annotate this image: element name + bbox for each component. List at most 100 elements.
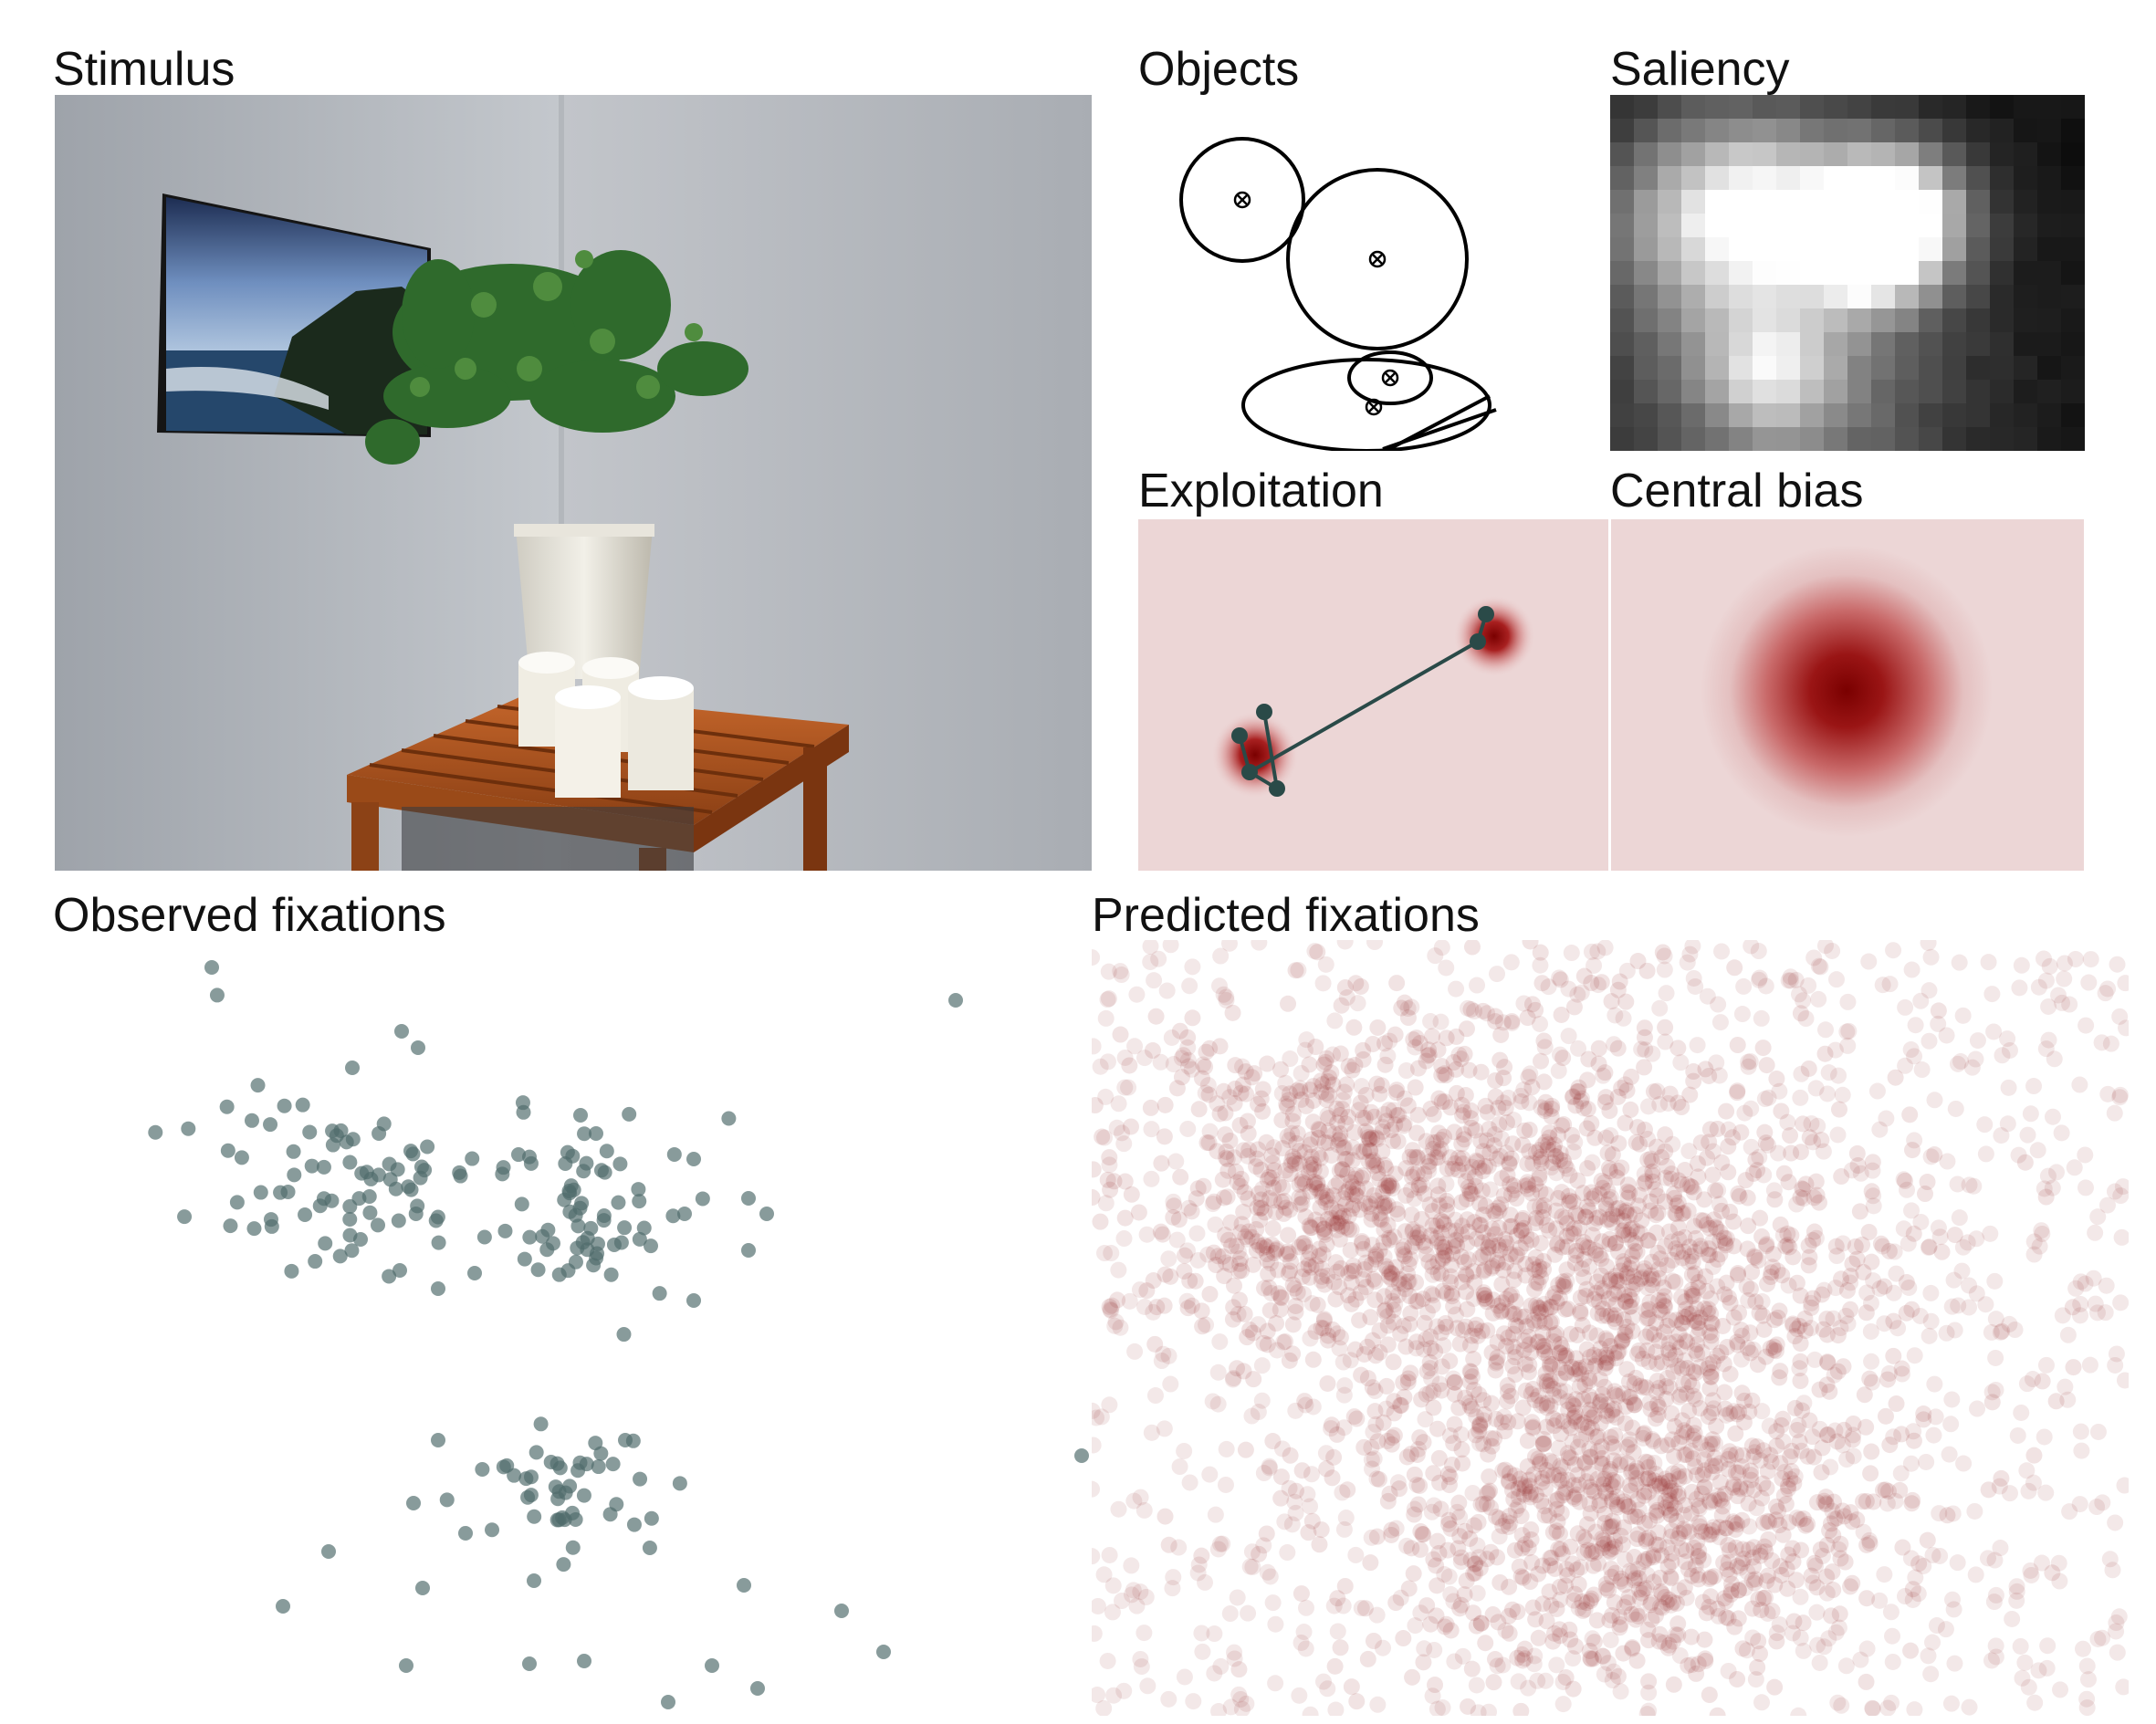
predicted-fixation-point	[1532, 1235, 1549, 1252]
predicted-fixation-point	[1927, 1408, 1944, 1426]
predicted-fixation-point	[1369, 1433, 1387, 1450]
predicted-fixation-point	[1329, 1214, 1346, 1231]
observed-fixation-point	[622, 1106, 637, 1122]
predicted-fixation-point	[1793, 1065, 1810, 1082]
predicted-fixation-point	[1340, 1181, 1357, 1198]
predicted-fixation-point	[1436, 1065, 1453, 1082]
predicted-fixation-point	[1771, 1082, 1788, 1100]
saliency-cell	[1634, 237, 1659, 262]
predicted-fixation-point	[1456, 1586, 1473, 1604]
predicted-fixation-point	[1181, 1474, 1198, 1491]
observed-fixation-point	[209, 987, 225, 1003]
saliency-cell	[1966, 356, 1991, 381]
observed-fixation-point	[518, 1471, 534, 1487]
predicted-fixation-point	[1868, 1082, 1886, 1100]
saliency-cell	[1966, 380, 1991, 404]
predicted-fixation-point	[1462, 1364, 1480, 1381]
predicted-fixation-point	[1589, 1304, 1607, 1322]
predicted-fixation-point	[1537, 1134, 1554, 1151]
predicted-fixation-point	[1620, 1388, 1638, 1405]
predicted-fixation-point	[1581, 1387, 1598, 1405]
predicted-fixation-point	[1678, 1424, 1695, 1441]
predicted-fixation-point	[1109, 1291, 1126, 1309]
predicted-fixation-point	[1745, 1447, 1763, 1465]
predicted-fixation-point	[1422, 1328, 1439, 1345]
saliency-cell	[1990, 403, 2015, 428]
predicted-fixation-point	[1597, 1089, 1615, 1106]
predicted-fixation-point	[1520, 1328, 1537, 1345]
predicted-fixation-point	[1366, 940, 1383, 951]
predicted-fixation-point	[1421, 1153, 1439, 1170]
predicted-fixation-point	[1659, 1539, 1676, 1556]
predicted-fixation-point	[1503, 1014, 1521, 1031]
predicted-fixation-point	[1374, 1639, 1391, 1656]
predicted-fixation-point	[1477, 1635, 1494, 1652]
predicted-fixation-point	[1376, 1156, 1393, 1174]
predicted-fixation-point	[1387, 1026, 1404, 1043]
observed-fixation-point	[276, 1599, 290, 1614]
predicted-fixation-point	[1387, 1520, 1405, 1537]
predicted-fixation-point	[1581, 1401, 1598, 1418]
predicted-fixation-point	[1554, 1339, 1571, 1356]
predicted-fixation-point	[1794, 1402, 1811, 1419]
predicted-fixation-point	[1560, 1417, 1577, 1435]
predicted-fixation-point	[1690, 1314, 1707, 1332]
predicted-fixation-point	[1328, 1216, 1345, 1233]
predicted-fixation-point	[1690, 1168, 1707, 1186]
predicted-fixation-point	[1797, 1175, 1815, 1193]
predicted-fixation-point	[1596, 1470, 1614, 1488]
predicted-fixation-point	[1439, 1160, 1456, 1177]
predicted-fixation-point	[1156, 1508, 1174, 1525]
predicted-fixation-point	[1496, 1231, 1513, 1249]
predicted-fixation-point	[1443, 1288, 1460, 1305]
predicted-fixation-point	[1922, 1284, 1940, 1301]
predicted-fixation-point	[1155, 1345, 1172, 1363]
predicted-fixation-point	[1574, 1090, 1591, 1107]
predicted-fixation-point	[1619, 1189, 1637, 1207]
predicted-fixation-point	[1523, 1414, 1541, 1431]
saliency-cell	[1824, 261, 1848, 286]
predicted-fixation-point	[1892, 1465, 1910, 1482]
predicted-fixation-point	[1229, 1174, 1246, 1191]
predicted-fixation-point	[1541, 1355, 1558, 1373]
predicted-fixation-point	[1640, 1684, 1658, 1701]
predicted-fixation-point	[1636, 1019, 1653, 1037]
saliency-cell	[1705, 261, 1730, 286]
predicted-fixation-point	[1160, 1250, 1177, 1268]
predicted-fixation-point	[1295, 1286, 1313, 1303]
predicted-fixation-point	[1268, 1242, 1285, 1259]
predicted-fixation-point	[1793, 1541, 1810, 1559]
predicted-fixation-point	[1698, 1216, 1715, 1233]
predicted-fixation-point	[1736, 1392, 1753, 1409]
predicted-fixation-point	[1767, 1343, 1784, 1360]
predicted-fixation-point	[1830, 1067, 1847, 1084]
predicted-fixation-point	[1471, 1249, 1489, 1267]
predicted-fixation-point	[2077, 1146, 2094, 1164]
predicted-fixation-point	[1602, 1631, 1619, 1648]
observed-fixation-point	[737, 1578, 751, 1593]
saliency-cell	[1610, 356, 1635, 381]
predicted-fixation-point	[1438, 1067, 1455, 1084]
predicted-fixation-point	[1319, 1680, 1336, 1698]
predicted-fixation-point	[1681, 1086, 1699, 1103]
predicted-fixation-point	[1648, 1138, 1666, 1155]
predicted-fixation-point	[2040, 1031, 2057, 1049]
observed-fixation-point	[573, 1108, 588, 1123]
predicted-fixation-point	[1562, 1225, 1579, 1242]
predicted-fixation-point	[1250, 1316, 1267, 1333]
saliency-cell	[1871, 427, 1896, 451]
observed-fixation-point	[181, 1121, 196, 1136]
predicted-fixation-point	[1931, 1547, 1949, 1564]
predicted-fixation-point	[1559, 1393, 1576, 1410]
predicted-fixation-point	[1961, 1698, 1978, 1716]
predicted-fixation-point	[1530, 1305, 1547, 1322]
predicted-fixation-point	[1694, 1466, 1711, 1483]
predicted-fixation-point	[1295, 1624, 1313, 1641]
predicted-fixation-point	[1201, 1123, 1219, 1140]
predicted-fixation-point	[1409, 1440, 1427, 1458]
predicted-fixation-point	[1390, 1480, 1408, 1498]
predicted-fixation-point	[1533, 1469, 1551, 1487]
predicted-fixation-point	[2022, 1105, 2039, 1123]
predicted-fixation-point	[1467, 1320, 1484, 1337]
observed-fixation-point	[382, 1269, 397, 1284]
